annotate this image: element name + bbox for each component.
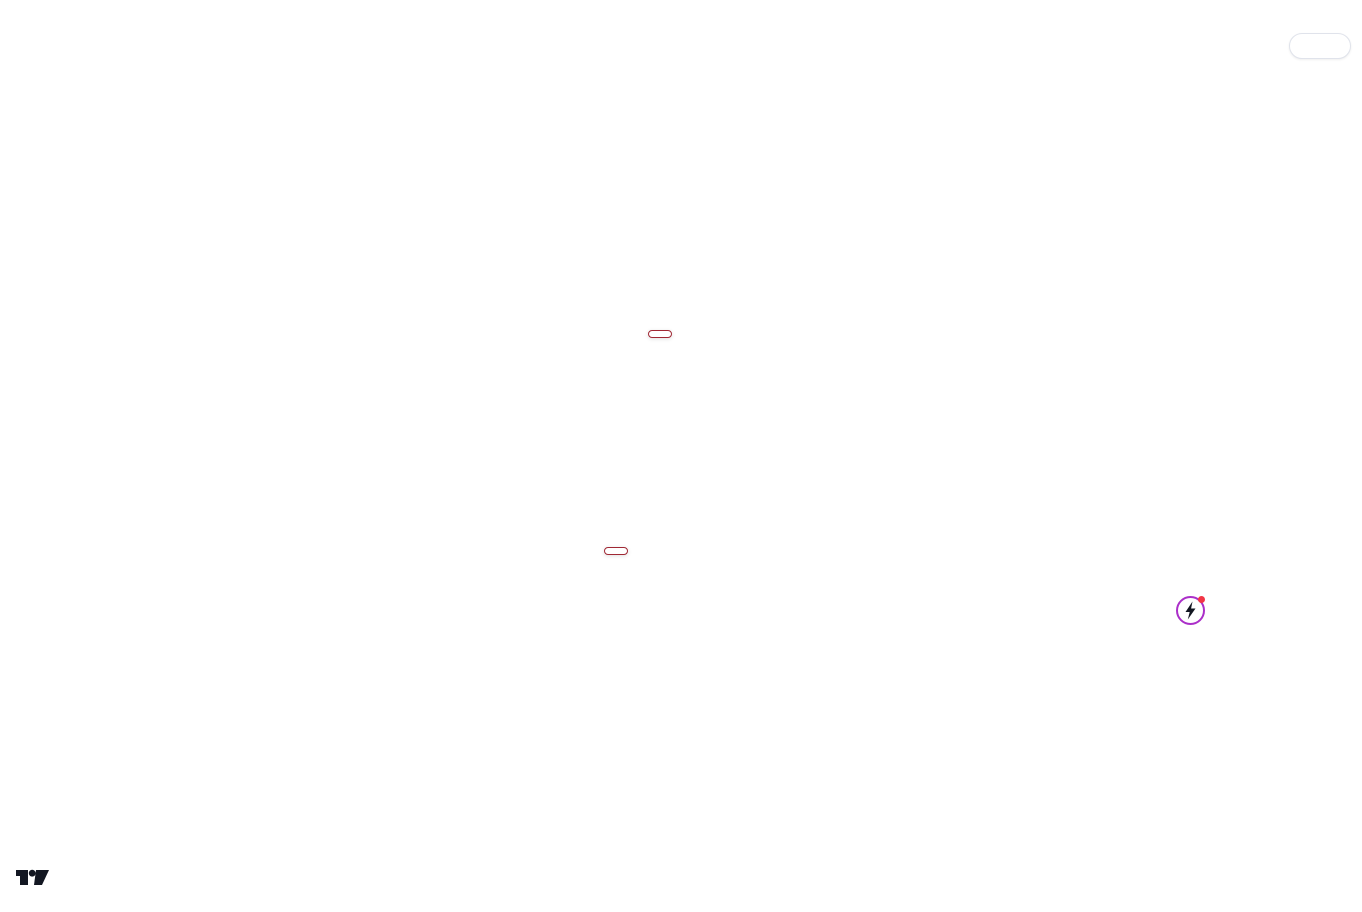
notification-dot	[1198, 596, 1205, 603]
level-0.5-badge	[1284, 361, 1356, 378]
rsi-axis-badge	[1284, 737, 1356, 754]
tradingview-logo[interactable]	[14, 863, 59, 891]
last-price-badge	[1284, 565, 1356, 618]
chart-canvas[interactable]	[0, 0, 1362, 856]
instant-trading-button[interactable]	[1176, 596, 1205, 625]
level-0.5-badge-2	[1284, 378, 1356, 395]
time-axis[interactable]	[0, 829, 1283, 855]
lightning-icon	[1185, 601, 1196, 620]
sma-axis-badge	[1284, 511, 1356, 528]
currency-toggle-button[interactable]	[1289, 33, 1351, 59]
rsi-legend-row[interactable]	[18, 630, 34, 644]
rsi-ma-axis-tag	[1269, 718, 1281, 735]
symbol-axis-tag	[1269, 565, 1281, 582]
ema-axis-tag	[1269, 529, 1281, 546]
rsi-ma-axis-badge	[1284, 718, 1356, 735]
sma-axis-tag	[1269, 511, 1281, 528]
level-0.25-badge	[1284, 547, 1356, 564]
tradingview-logo-icon	[16, 869, 49, 885]
rsi-axis-tag	[1269, 737, 1281, 754]
symbol-legend-row[interactable]	[18, 36, 73, 51]
support-line-callout[interactable]	[604, 547, 628, 555]
legend-separator	[24, 36, 30, 51]
sma-legend-row[interactable]	[18, 69, 25, 83]
downtrend-line-callout[interactable]	[648, 330, 672, 338]
price-axis[interactable]	[1284, 30, 1362, 828]
ema-legend-row[interactable]	[18, 53, 25, 67]
ema-axis-badge	[1284, 529, 1356, 546]
